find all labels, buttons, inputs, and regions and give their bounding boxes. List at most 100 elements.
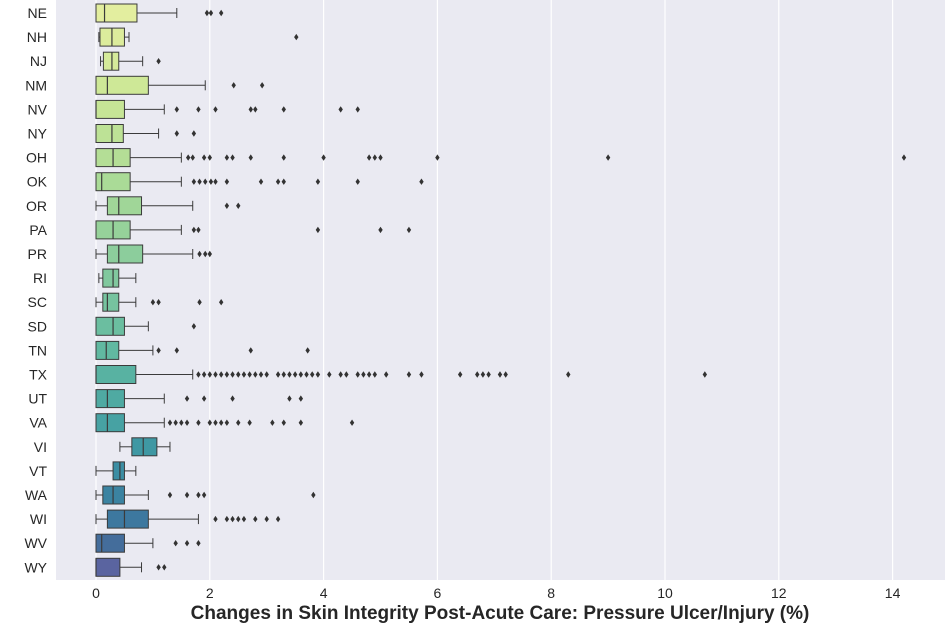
flier-VA-11 [270, 419, 275, 426]
flier-WI-6 [264, 515, 269, 523]
box-iqr-VA [95, 413, 125, 433]
flier-OK-9 [315, 178, 321, 185]
box-NV [95, 99, 360, 119]
flier-OH-5 [230, 154, 235, 161]
box-iqr-WI [106, 509, 149, 529]
flier-WY-1 [162, 564, 167, 571]
flier-VA-6 [213, 419, 218, 426]
flier-NJ-0 [156, 58, 161, 65]
flier-NE-2 [218, 9, 224, 17]
flier-TX-13 [275, 371, 281, 378]
y-tick-label-WV: WV [24, 535, 47, 551]
x-axis-label: Changes in Skin Integrity Post-Acute Car… [191, 603, 810, 624]
flier-TX-25 [361, 371, 366, 378]
box-WY [95, 557, 167, 577]
flier-WA-1 [184, 491, 190, 499]
flier-VA-7 [218, 419, 224, 426]
x-tick-label-2: 2 [206, 585, 214, 601]
flier-TX-17 [298, 371, 304, 378]
flier-OK-7 [275, 178, 281, 185]
flier-WV-1 [184, 540, 190, 547]
box-NJ [100, 51, 161, 71]
y-tick-label-NY: NY [28, 126, 48, 142]
flier-VA-4 [196, 419, 201, 426]
y-tick-label-VI: VI [34, 439, 47, 455]
flier-NY-1 [191, 130, 197, 137]
flier-TX-23 [344, 371, 349, 378]
flier-TX-4 [218, 371, 224, 378]
flier-TX-14 [281, 371, 286, 378]
flier-OK-5 [224, 178, 230, 185]
y-tick-label-PA: PA [29, 222, 47, 238]
flier-WA-3 [201, 491, 207, 499]
box-iqr-NJ [102, 51, 120, 71]
box-VI [119, 437, 171, 457]
flier-TX-6 [230, 371, 235, 378]
flier-TX-15 [287, 371, 292, 378]
flier-OK-3 [208, 178, 214, 185]
flier-TX-34 [486, 371, 491, 378]
y-tick-label-TN: TN [28, 342, 47, 358]
flier-PR-0 [197, 250, 202, 258]
flier-TX-10 [253, 371, 258, 378]
flier-TX-21 [327, 371, 332, 378]
y-tick-label-NM: NM [25, 77, 47, 93]
y-tick-label-OR: OR [26, 198, 47, 214]
y-tick-label-WA: WA [25, 487, 48, 503]
flier-OH-9 [366, 154, 372, 161]
flier-TX-2 [207, 371, 212, 378]
box-iqr-SD [95, 316, 125, 336]
flier-VA-3 [184, 419, 190, 426]
y-tick-label-NV: NV [28, 101, 48, 117]
y-tick-label-NE: NE [28, 5, 47, 21]
flier-WA-2 [196, 491, 201, 499]
flier-NV-1 [196, 106, 201, 113]
y-tick-label-NJ: NJ [30, 53, 47, 69]
flier-TX-18 [304, 371, 309, 378]
box-iqr-TX [95, 365, 137, 384]
flier-TX-35 [497, 371, 503, 378]
flier-TX-12 [264, 371, 269, 378]
box-iqr-VT [112, 461, 125, 481]
flier-TX-28 [383, 371, 389, 378]
box-iqr-NE [95, 3, 138, 23]
flier-WA-4 [311, 491, 316, 499]
box-SD [95, 316, 197, 336]
flier-TX-26 [366, 371, 372, 378]
flier-SC-1 [156, 299, 161, 306]
box-TX [95, 365, 708, 384]
flier-OK-2 [203, 178, 208, 185]
flier-TX-5 [224, 371, 230, 378]
x-tick-label-0: 0 [92, 585, 100, 601]
y-tick-label-PR: PR [28, 246, 47, 262]
flier-UT-1 [201, 395, 207, 402]
flier-TX-32 [475, 371, 480, 378]
box-NE [95, 3, 224, 23]
flier-WI-1 [224, 515, 230, 523]
gridlines [95, 0, 894, 580]
box-iqr-VI [131, 437, 158, 457]
flier-TX-31 [457, 371, 463, 378]
flier-WV-2 [196, 540, 201, 547]
flier-OK-8 [281, 178, 286, 185]
y-tick-label-VA: VA [29, 415, 47, 431]
flier-WI-5 [253, 515, 258, 523]
box-NM [95, 75, 265, 95]
flier-TX-20 [315, 371, 321, 378]
box-iqr-RI [102, 268, 120, 288]
box-iqr-UT [95, 389, 125, 409]
flier-OH-2 [201, 154, 207, 161]
box-iqr-WV [95, 533, 125, 553]
flier-NV-6 [338, 106, 343, 113]
flier-VA-0 [167, 419, 173, 426]
flier-OK-10 [355, 178, 360, 185]
box-PA [95, 220, 412, 240]
box-SC [95, 292, 224, 312]
flier-OH-0 [185, 154, 191, 161]
flier-SC-2 [197, 299, 202, 306]
flier-PA-0 [191, 226, 197, 234]
flier-TX-27 [372, 371, 378, 378]
y-tick-label-TX: TX [29, 367, 48, 383]
flier-NH-0 [294, 33, 299, 41]
